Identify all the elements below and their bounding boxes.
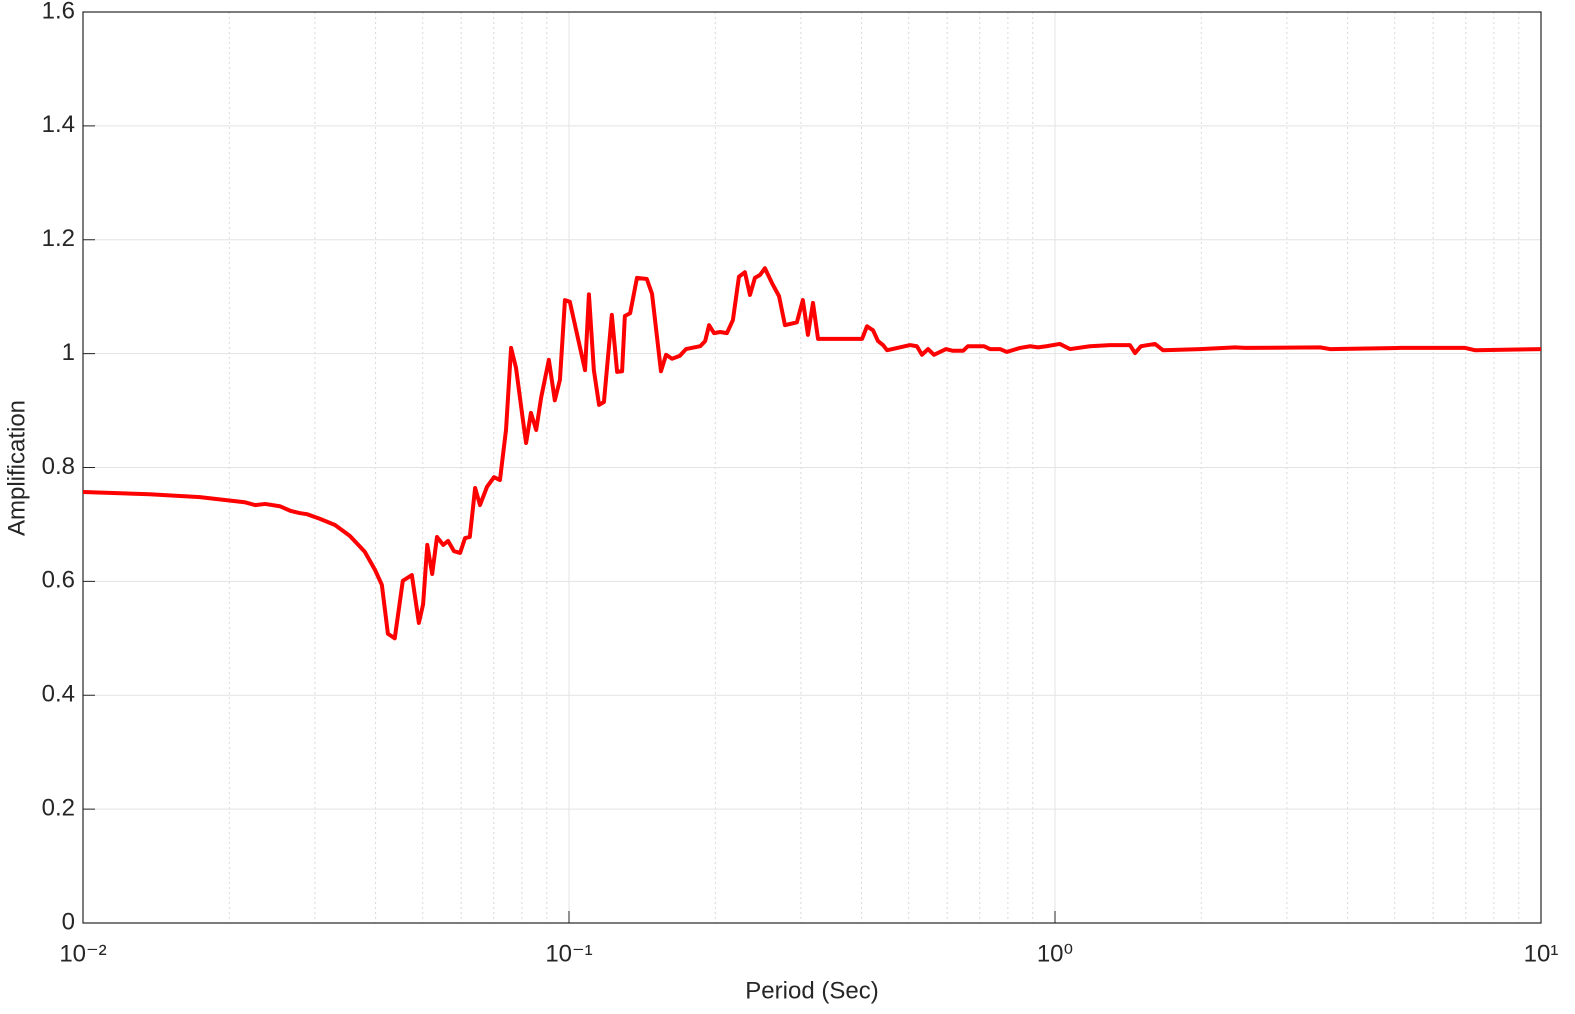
y-tick-label: 1.6: [42, 0, 75, 24]
y-tick-label: 0.4: [42, 681, 75, 708]
plot-frame: [82, 11, 1542, 924]
y-tick-label: 1: [62, 339, 75, 366]
x-tick-label: 10⁻¹: [545, 940, 592, 967]
x-tick-label: 10¹: [1524, 940, 1559, 967]
y-tick-label: 1.4: [42, 111, 75, 138]
x-tick-label: 10⁻²: [59, 940, 106, 967]
data-line: [82, 266, 1542, 641]
y-axis-label: Amplification: [3, 400, 30, 536]
x-tick-label: 10⁰: [1037, 940, 1073, 967]
y-tick-label: 0.2: [42, 794, 75, 821]
y-tick-label: 0: [62, 908, 75, 935]
y-tick-label: 1.2: [42, 225, 75, 252]
y-tick-label: 0.6: [42, 567, 75, 594]
y-tick-label: 0.8: [42, 453, 75, 480]
x-axis-label: Period (Sec): [745, 977, 878, 1004]
